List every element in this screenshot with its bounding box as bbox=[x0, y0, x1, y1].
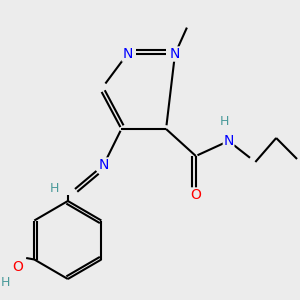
Text: H: H bbox=[219, 115, 229, 128]
Text: N: N bbox=[224, 134, 234, 148]
Text: O: O bbox=[190, 188, 201, 202]
Text: H: H bbox=[1, 275, 10, 289]
Text: N: N bbox=[170, 47, 180, 61]
Text: O: O bbox=[12, 260, 23, 274]
Text: N: N bbox=[98, 158, 109, 172]
Text: N: N bbox=[122, 47, 133, 61]
Text: H: H bbox=[50, 182, 59, 196]
